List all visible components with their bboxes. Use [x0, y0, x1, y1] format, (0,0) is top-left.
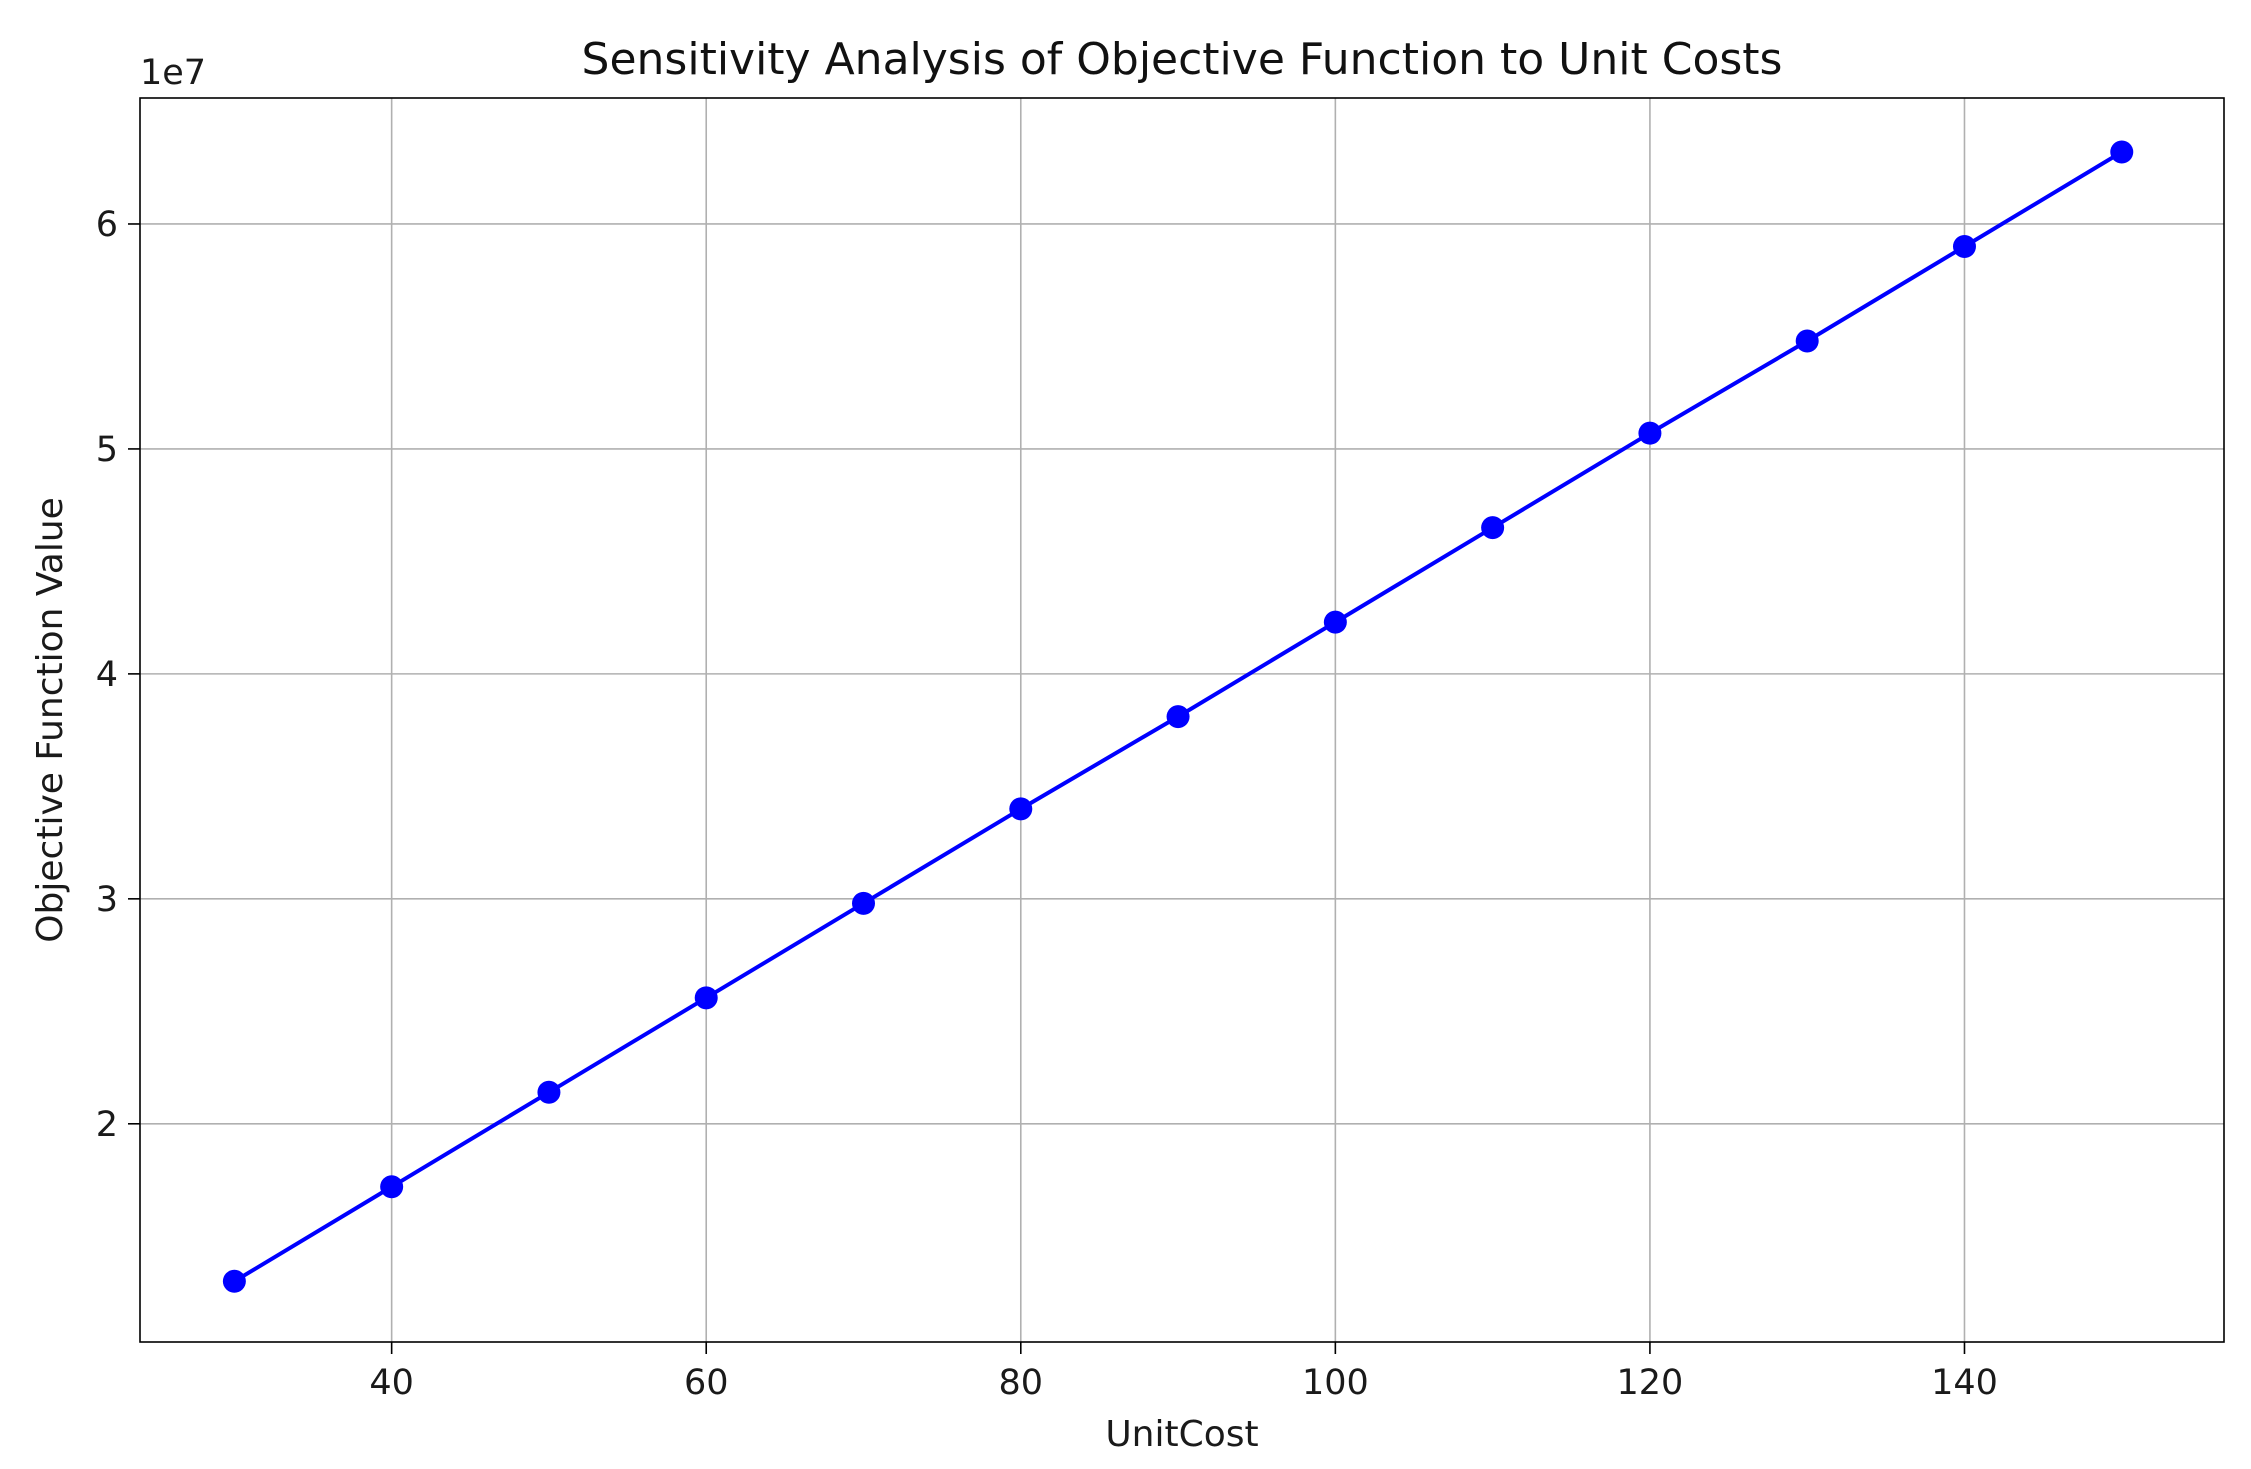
data-point: [1638, 421, 1662, 445]
y-tick-label: 4: [96, 655, 118, 695]
chart-title: Sensitivity Analysis of Objective Functi…: [582, 34, 1783, 85]
y-tick-label: 2: [96, 1105, 118, 1145]
y-tick-label: 5: [96, 430, 118, 470]
data-point: [1323, 610, 1347, 634]
data-point: [1952, 234, 1976, 258]
data-point: [1795, 329, 1819, 353]
data-point: [1481, 516, 1505, 540]
y-axis-offset-label: 1e7: [140, 53, 206, 93]
x-axis-label: UnitCost: [1105, 1414, 1258, 1455]
data-point: [1166, 705, 1190, 729]
y-tick-label: 3: [96, 880, 118, 920]
x-tick-label: 120: [1617, 1363, 1684, 1403]
grid: [140, 98, 2224, 1342]
data-point: [380, 1175, 404, 1199]
ticks: 40 60 80 100 120 140 2 3 4 5 6: [96, 205, 1998, 1403]
x-tick-label: 100: [1302, 1363, 1369, 1403]
x-tick-label: 60: [684, 1363, 729, 1403]
x-tick-label: 40: [369, 1363, 414, 1403]
data-point: [537, 1080, 561, 1104]
data-point: [2110, 140, 2134, 164]
series-layer: [222, 140, 2134, 1293]
data-point: [222, 1269, 246, 1293]
data-point: [852, 891, 876, 915]
y-axis-label: Objective Function Value: [30, 497, 71, 943]
data-point: [694, 986, 718, 1010]
x-tick-label: 80: [999, 1363, 1044, 1403]
data-point: [1009, 797, 1033, 821]
y-tick-label: 6: [96, 205, 118, 245]
plot-area-frame: [139, 97, 2225, 1343]
x-tick-label: 140: [1931, 1363, 1998, 1403]
